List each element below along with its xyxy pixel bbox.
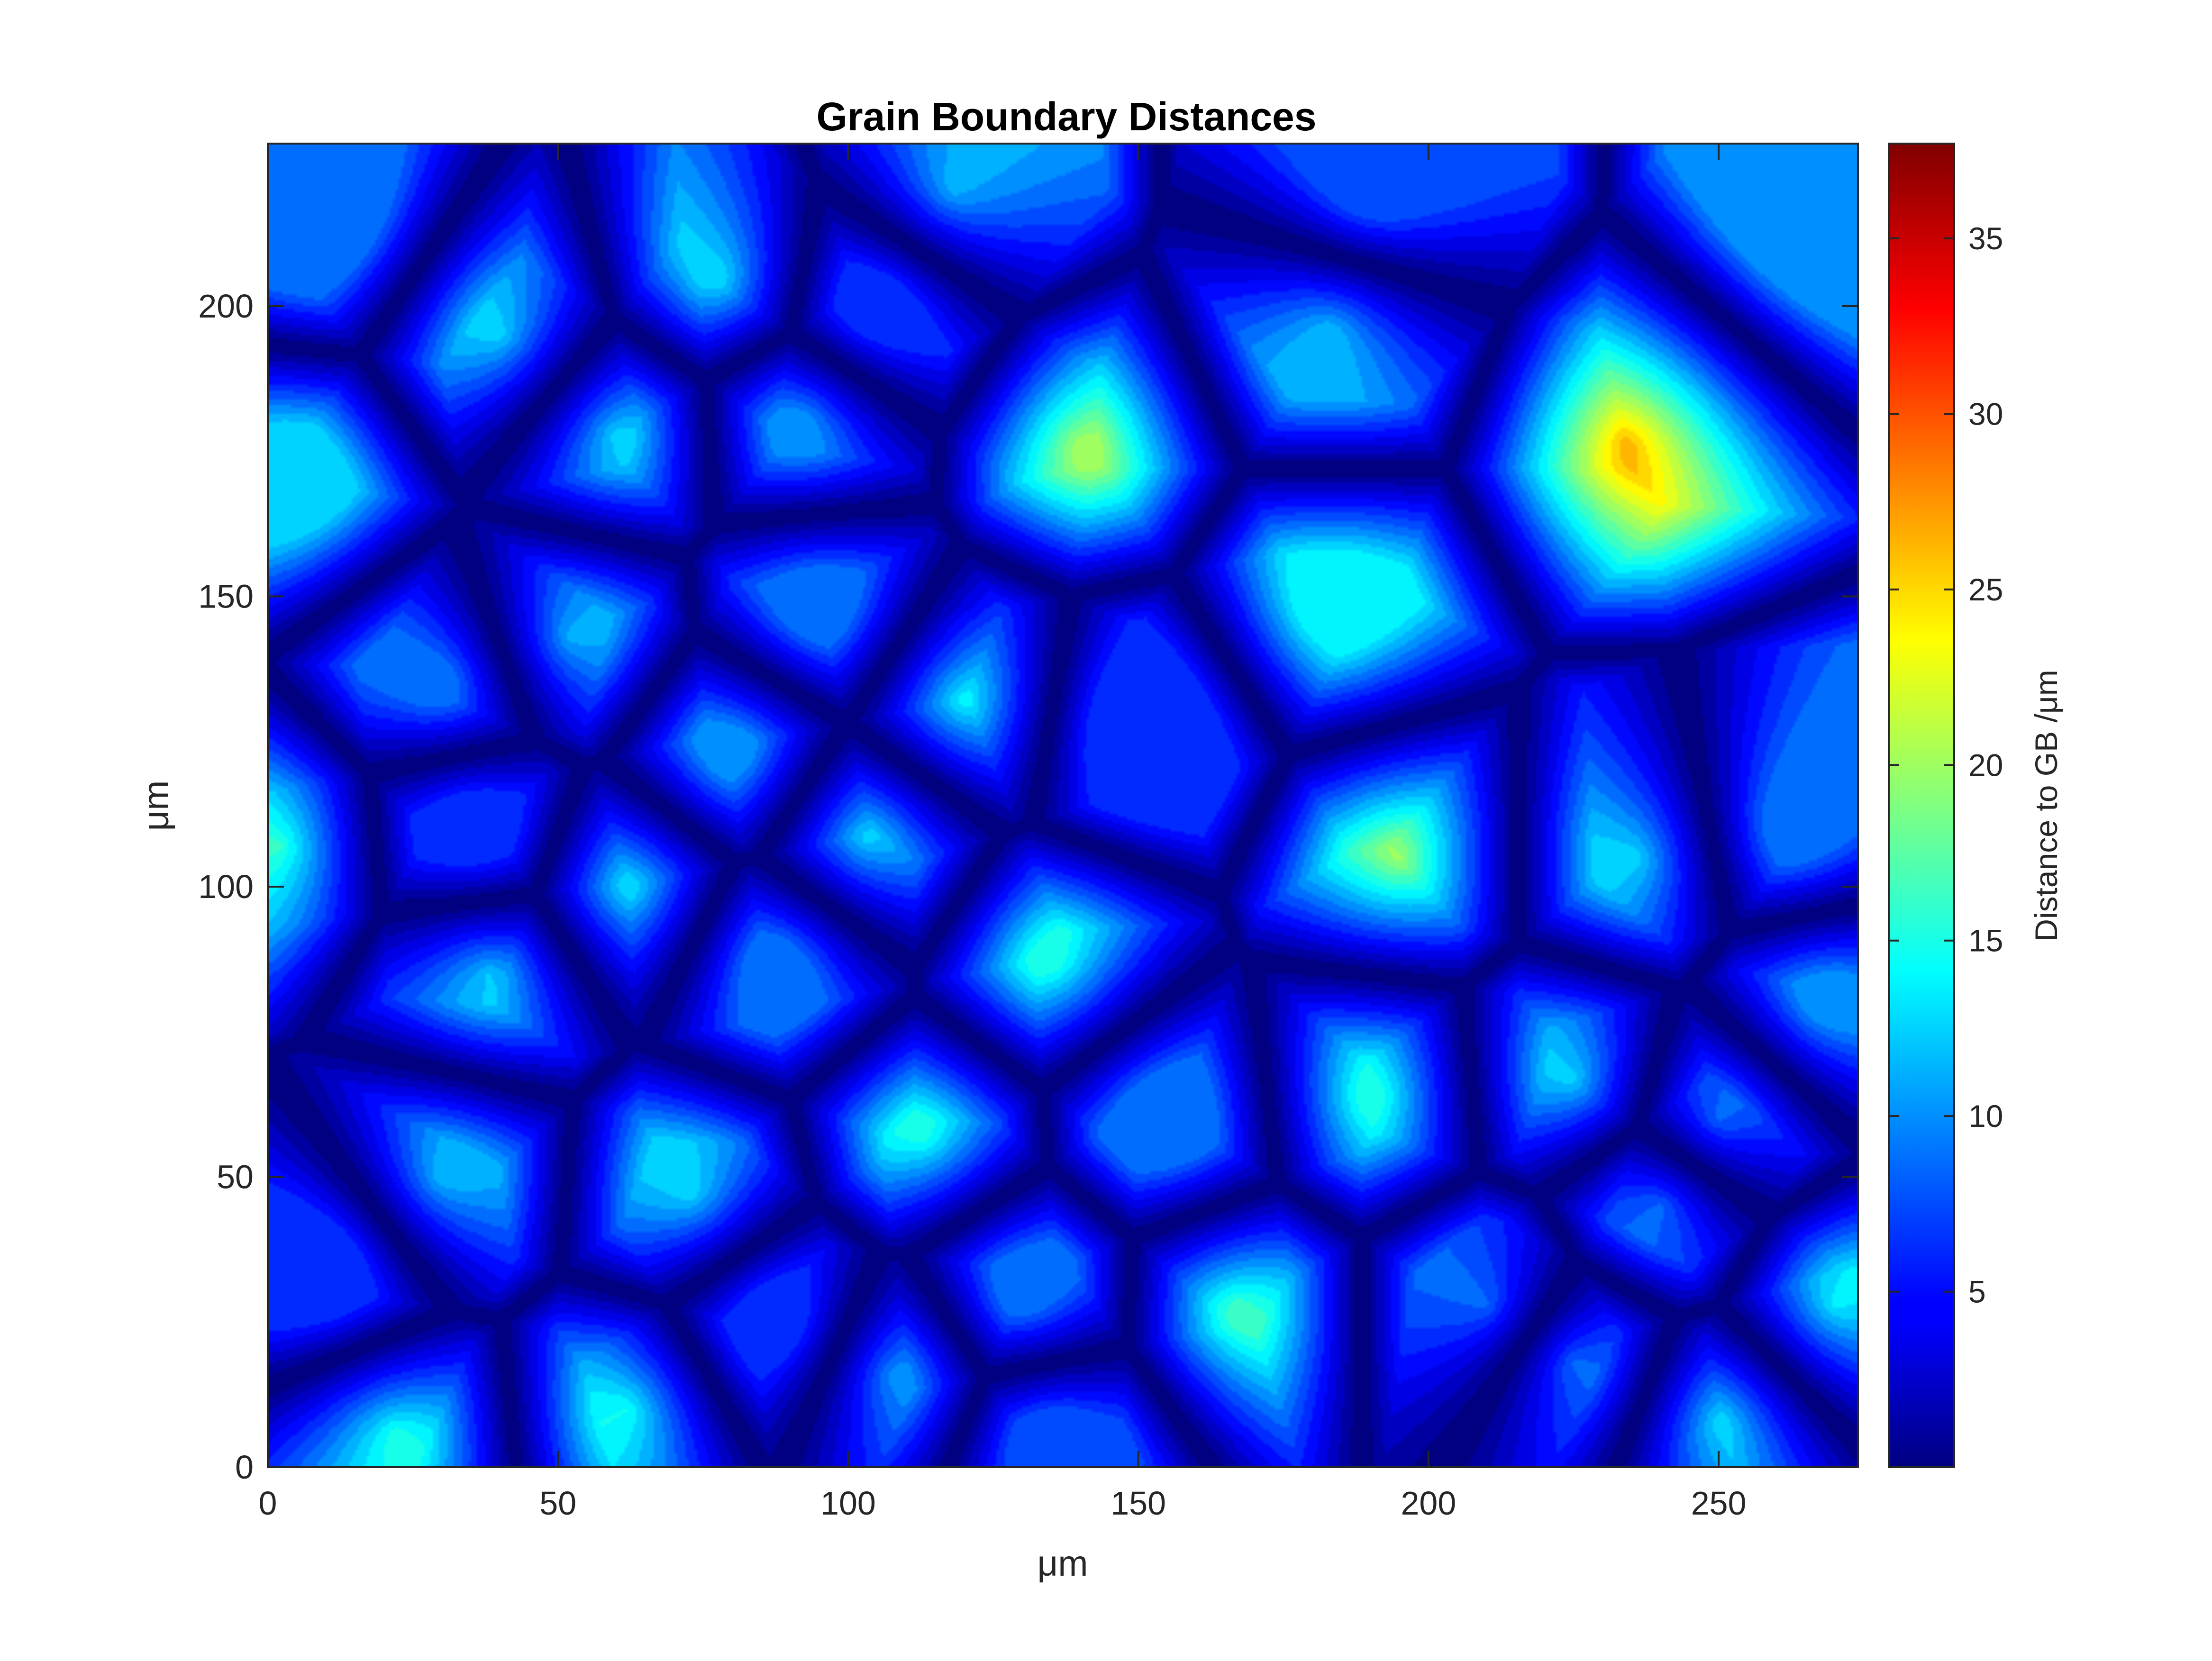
x-axis: 0 50 100 150 200 250 — [259, 144, 1747, 1522]
colorbar-tick-label: 30 — [1968, 396, 2003, 431]
colorbar-label: Distance to GB /μm — [2029, 670, 2064, 942]
x-tick-label: 150 — [1111, 1485, 1166, 1522]
plot-frame — [267, 143, 1859, 1468]
colorbar-tick-label: 20 — [1968, 747, 2003, 782]
colorbar-tick-label: 15 — [1968, 923, 2003, 958]
x-tick-label: 200 — [1401, 1485, 1456, 1522]
colorbar-tick-label: 5 — [1968, 1274, 1986, 1309]
y-axis-label: μm — [136, 780, 176, 831]
x-tick-label: 50 — [539, 1485, 576, 1522]
y-tick-label: 0 — [235, 1449, 254, 1486]
colorbar-tick-label: 10 — [1968, 1098, 2003, 1134]
colorbar-tick-label: 35 — [1968, 221, 2003, 256]
x-tick-label: 100 — [820, 1485, 876, 1522]
y-tick-label: 150 — [198, 578, 254, 615]
colorbar-tick-label: 25 — [1968, 572, 2003, 607]
heatmap-image — [268, 144, 1858, 1467]
y-axis: 0 50 100 150 200 — [198, 288, 1858, 1486]
colorbar-ticks: 5 10 15 20 25 30 35 — [1889, 221, 2003, 1309]
x-tick-label: 0 — [259, 1485, 277, 1522]
colorbar — [1888, 143, 1955, 1468]
y-tick-label: 50 — [217, 1159, 254, 1196]
x-tick-label: 250 — [1691, 1485, 1747, 1522]
chart-title: Grain Boundary Distances — [817, 94, 1317, 139]
x-axis-label: μm — [1037, 1543, 1088, 1584]
y-tick-label: 100 — [198, 868, 254, 905]
y-tick-label: 200 — [198, 288, 254, 325]
